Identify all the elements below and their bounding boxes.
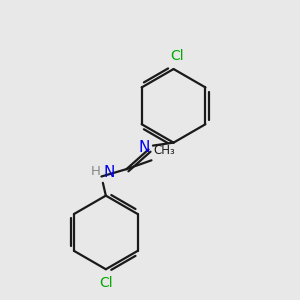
Text: H: H — [91, 165, 101, 178]
Text: Cl: Cl — [99, 276, 112, 290]
Text: Cl: Cl — [170, 49, 184, 62]
Text: CH₃: CH₃ — [154, 144, 176, 157]
Text: N: N — [138, 140, 150, 155]
Text: N: N — [104, 166, 115, 181]
